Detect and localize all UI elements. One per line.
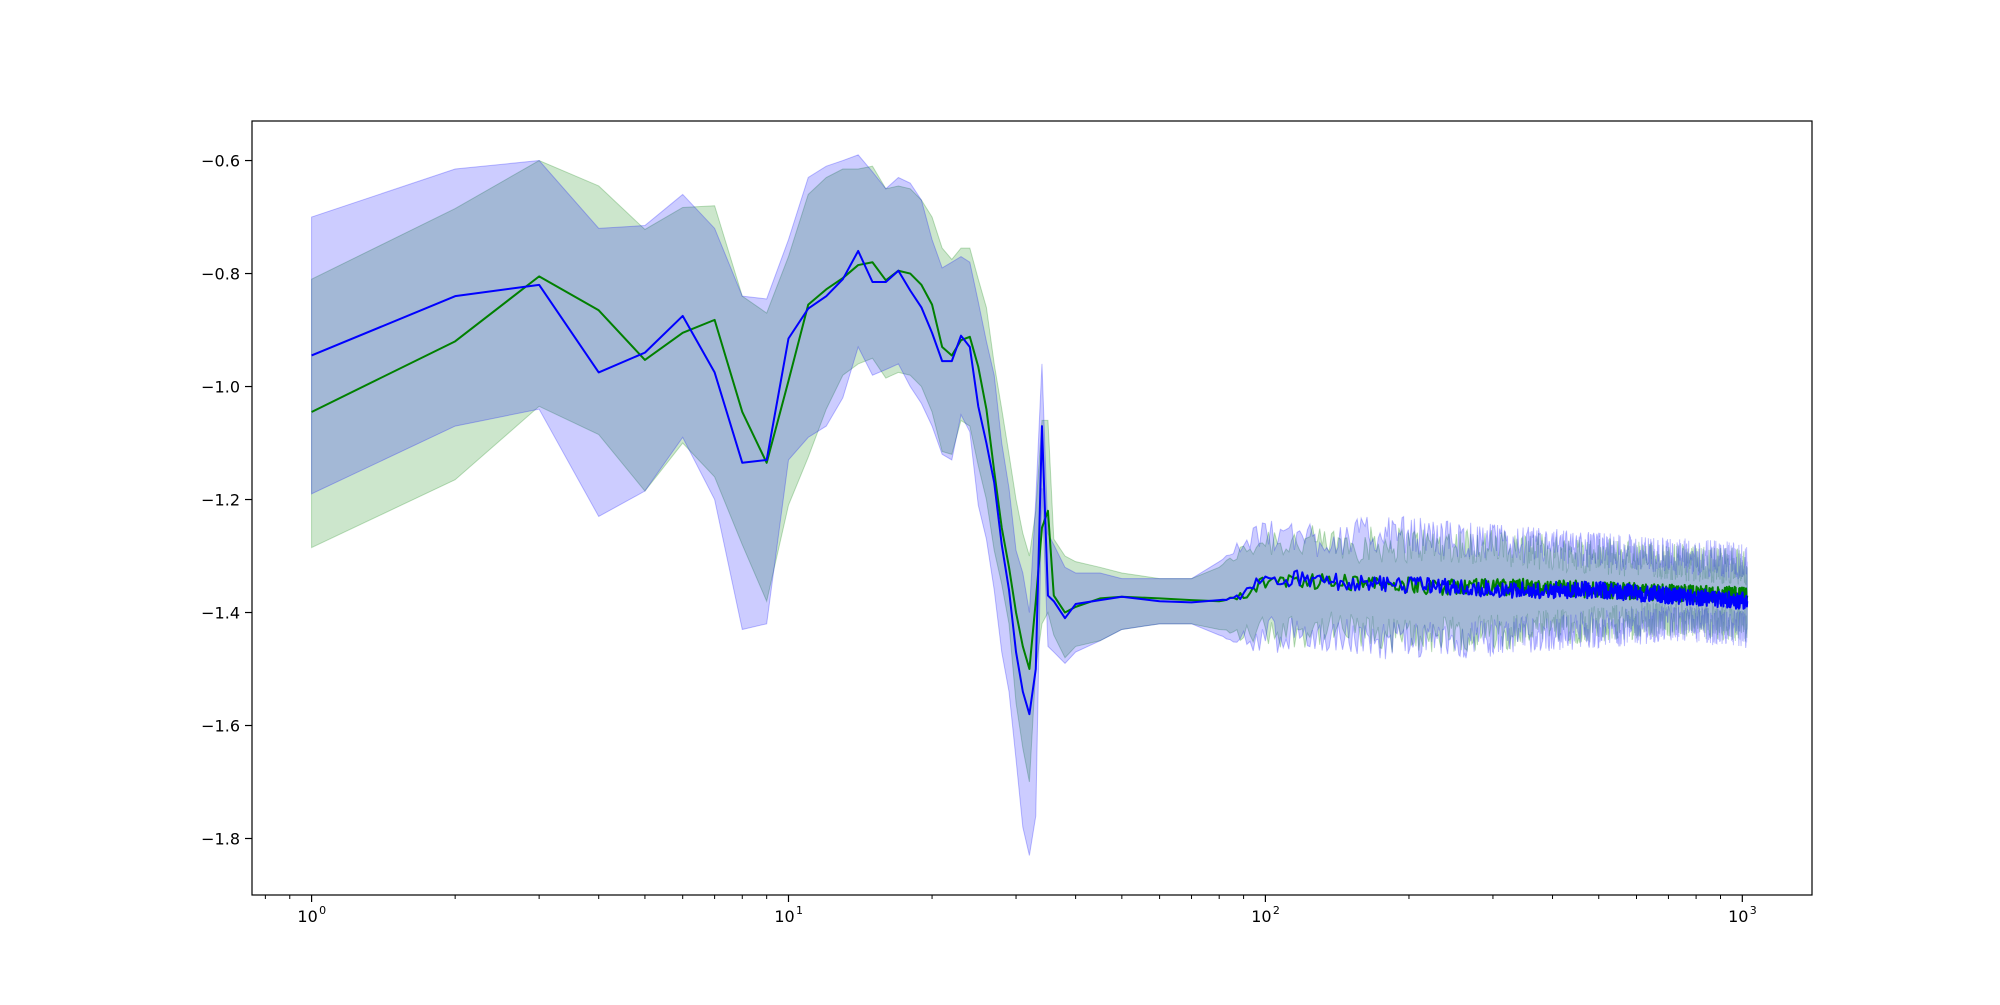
- y-tick-label: −0.6: [201, 152, 240, 171]
- x-tick-label: 10: [297, 907, 317, 926]
- x-axis: 10 0 10 1 10 2 10 3: [264, 895, 1757, 926]
- y-tick-label: −1.8: [201, 830, 240, 849]
- x-tick-label: 10: [774, 907, 794, 926]
- x-tick-label: 10: [1251, 907, 1271, 926]
- y-tick-label: −1.6: [201, 717, 240, 736]
- confidence-bands: [311, 154, 1748, 856]
- y-tick-label: −1.2: [201, 491, 240, 510]
- x-tick-label: 10: [1728, 907, 1748, 926]
- x-tick-label-exponent: 2: [1273, 904, 1280, 917]
- plot-area-background: [252, 121, 1812, 895]
- series-2-band: [311, 154, 1748, 856]
- y-axis: −0.6 −0.8 −1.0 −1.2 −1.4 −1.6 −1.8: [201, 152, 252, 849]
- x-tick-label-exponent: 0: [319, 904, 326, 917]
- y-tick-label: −0.8: [201, 265, 240, 284]
- series-lines: [311, 249, 1749, 716]
- y-tick-label: −1.0: [201, 378, 240, 397]
- series-1-band: [311, 159, 1748, 783]
- y-tick-label: −1.4: [201, 604, 240, 623]
- x-tick-label-exponent: 1: [796, 904, 803, 917]
- x-tick-label-exponent: 3: [1750, 904, 1757, 917]
- series-2-line: [311, 249, 1749, 716]
- plot-frame: [251, 120, 1813, 896]
